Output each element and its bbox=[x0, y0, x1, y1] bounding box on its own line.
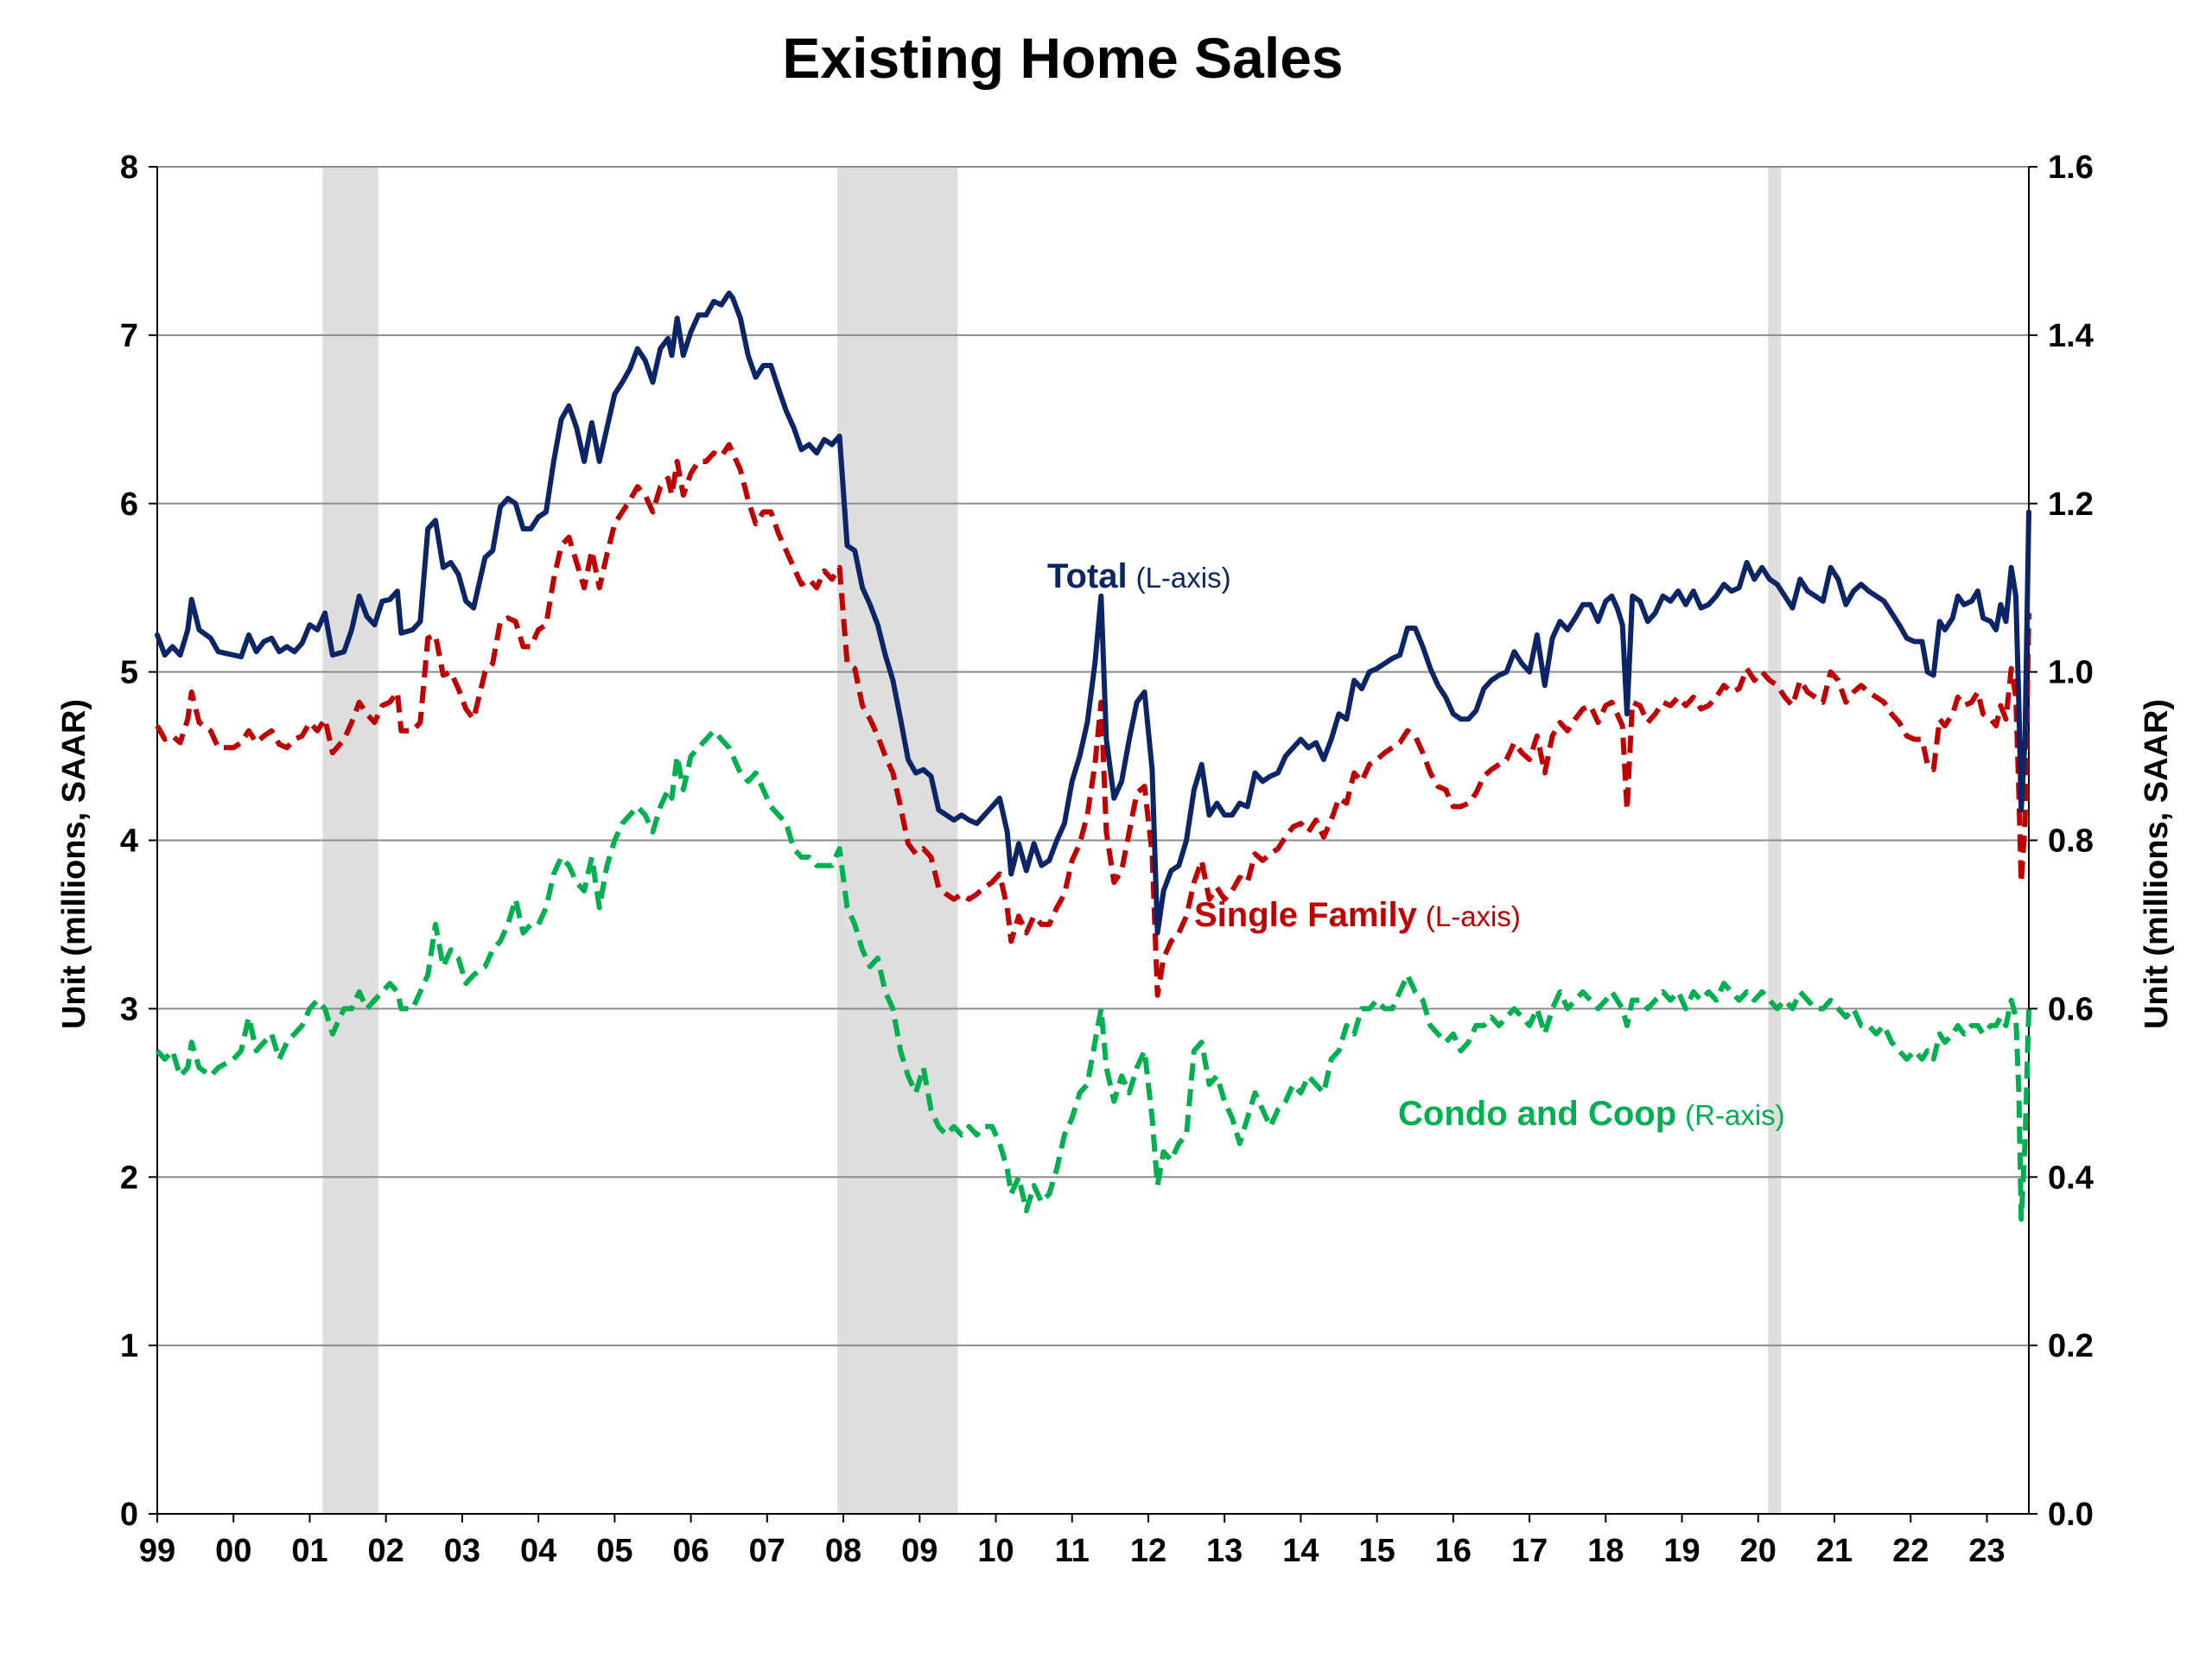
series-label-name: Total bbox=[1047, 557, 1128, 595]
y-right-tick-label-3: 0.6 bbox=[2048, 991, 2094, 1027]
y-right-tick-label-8: 1.6 bbox=[2048, 149, 2094, 186]
x-tick-label-5: 04 bbox=[520, 1533, 556, 1569]
x-tick-label-6: 05 bbox=[596, 1533, 632, 1569]
x-tick-label-12: 11 bbox=[1055, 1533, 1090, 1569]
series-label-total: Total (L-axis) bbox=[1047, 557, 1231, 595]
series-line-total bbox=[155, 290, 2031, 936]
x-tick-label-9: 08 bbox=[825, 1533, 861, 1569]
series-label-axis-note: (R-axis) bbox=[1685, 1099, 1784, 1131]
series-label-single-family: Single Family (L-axis) bbox=[1194, 896, 1521, 934]
x-tick-label-21: 20 bbox=[1740, 1533, 1777, 1569]
x-tick-label-16: 15 bbox=[1359, 1533, 1395, 1569]
y-left-tick-label-4: 4 bbox=[120, 823, 138, 860]
series-label-name: Condo and Coop bbox=[1398, 1095, 1676, 1133]
y-right-tick-label-7: 1.4 bbox=[2048, 318, 2094, 354]
series-label-axis-note: (L-axis) bbox=[1426, 900, 1521, 932]
chart-title: Existing Home Sales bbox=[782, 26, 1343, 90]
y-left-tick-label-3: 3 bbox=[120, 991, 138, 1027]
x-tick-label-0: 99 bbox=[139, 1533, 175, 1569]
x-tick-label-22: 21 bbox=[1816, 1533, 1853, 1569]
y-left-tick-label-7: 7 bbox=[120, 318, 138, 354]
y-left-tick-label-2: 2 bbox=[120, 1160, 138, 1196]
x-tick-label-14: 13 bbox=[1206, 1533, 1243, 1569]
y-left-tick-label-1: 1 bbox=[120, 1328, 138, 1364]
y-right-tick-label-6: 1.2 bbox=[2048, 486, 2094, 523]
x-tick-label-7: 06 bbox=[672, 1533, 709, 1569]
y-axis-left-title: Unit (millions, SAAR) bbox=[56, 699, 92, 1029]
x-tick-label-11: 10 bbox=[977, 1533, 1014, 1569]
series-lines bbox=[155, 290, 2031, 1222]
y-left-tick-label-8: 8 bbox=[120, 149, 138, 186]
series-label-name: Single Family bbox=[1194, 896, 1418, 934]
y-left-tick-label-6: 6 bbox=[120, 486, 138, 523]
y-left-tick-label-0: 0 bbox=[120, 1497, 138, 1533]
y-right-tick-label-2: 0.4 bbox=[2048, 1160, 2094, 1196]
x-tick-label-2: 01 bbox=[291, 1533, 327, 1569]
x-tick-label-19: 18 bbox=[1587, 1533, 1624, 1569]
y-right-tick-label-4: 0.8 bbox=[2048, 823, 2094, 860]
x-tick-label-17: 16 bbox=[1435, 1533, 1471, 1569]
x-tick-label-10: 09 bbox=[901, 1533, 938, 1569]
series-label-condo-and-coop: Condo and Coop (R-axis) bbox=[1398, 1095, 1785, 1133]
series-line-single-family bbox=[155, 442, 2031, 998]
y-right-tick-label-1: 0.2 bbox=[2048, 1328, 2094, 1364]
x-tick-label-20: 19 bbox=[1663, 1533, 1700, 1569]
x-tick-label-4: 03 bbox=[444, 1533, 480, 1569]
x-tick-label-13: 12 bbox=[1130, 1533, 1166, 1569]
y-right-tick-label-5: 1.0 bbox=[2048, 655, 2094, 691]
y-right-tick-label-0: 0.0 bbox=[2048, 1497, 2094, 1533]
x-tick-label-18: 17 bbox=[1511, 1533, 1548, 1569]
series-labels: Total (L-axis)Single Family (L-axis)Condo … bbox=[1047, 557, 1785, 1133]
x-tick-label-3: 02 bbox=[368, 1533, 404, 1569]
x-tick-label-1: 00 bbox=[215, 1533, 251, 1569]
series-line-condo-and-coop bbox=[155, 728, 2031, 1222]
y-axis-right-title: Unit (millions, SAAR) bbox=[2139, 699, 2175, 1029]
series-label-axis-note: (L-axis) bbox=[1136, 562, 1231, 594]
y-left-tick-label-5: 5 bbox=[120, 655, 138, 691]
x-tick-label-23: 22 bbox=[1892, 1533, 1929, 1569]
x-tick-label-8: 07 bbox=[749, 1533, 785, 1569]
x-tick-label-24: 23 bbox=[1968, 1533, 2005, 1569]
x-tick-label-15: 14 bbox=[1282, 1533, 1319, 1569]
